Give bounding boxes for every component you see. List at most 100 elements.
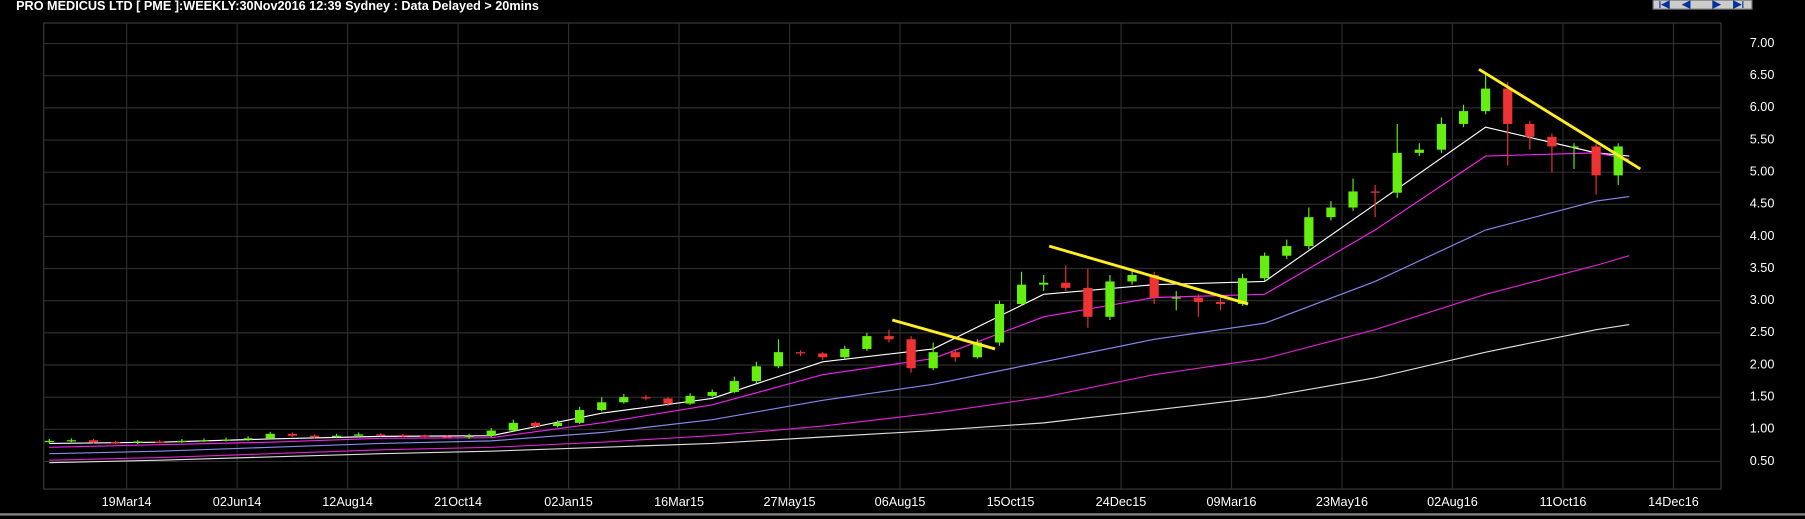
nav-arrows[interactable] (1659, 0, 1744, 9)
candle-body (1392, 152, 1402, 193)
x-tick-label: 23May16 (1316, 495, 1368, 509)
candle-body (1370, 191, 1380, 193)
candle-body (265, 433, 275, 439)
candle-body (177, 440, 187, 443)
candle-body (221, 439, 231, 441)
x-tick-label: 24Dec15 (1096, 495, 1147, 509)
y-tick-label: 5.00 (1750, 165, 1775, 179)
candle-body (354, 434, 364, 436)
candle-body (464, 435, 474, 438)
candle-body (950, 352, 960, 358)
candle-body (597, 402, 607, 411)
nav-buttons[interactable] (1652, 0, 1753, 10)
candle-body (155, 441, 165, 443)
trendline (1048, 244, 1249, 306)
candle-body (44, 440, 54, 443)
moving-average (49, 152, 1630, 448)
candle-body (1193, 297, 1203, 303)
trendline (891, 318, 996, 351)
candle-body (1503, 88, 1513, 124)
candle-body (685, 395, 695, 404)
candle-body (1613, 146, 1623, 176)
y-tick-label: 4.50 (1750, 197, 1775, 211)
x-tick-label: 27May15 (764, 495, 816, 509)
x-tick-label: 12Aug14 (322, 495, 373, 509)
x-tick-label: 15Oct15 (987, 495, 1035, 509)
x-tick-label: 19Mar14 (102, 495, 152, 509)
y-tick-label: 3.00 (1750, 293, 1775, 307)
moving-average (49, 196, 1630, 455)
candle-body (88, 440, 99, 443)
candle-body (1237, 278, 1248, 304)
y-tick-label: 4.00 (1750, 229, 1775, 243)
candle-body (1016, 284, 1027, 304)
candle-body (331, 435, 342, 438)
candle-body (884, 336, 894, 340)
candle-body (795, 352, 806, 354)
candle-body (641, 397, 651, 399)
candle-body (1215, 302, 1226, 304)
candle-body (66, 440, 76, 442)
candle-body (1436, 123, 1447, 150)
y-tick-label: 0.50 (1750, 454, 1775, 468)
y-tick-label: 1.00 (1750, 422, 1775, 436)
candle-body (1348, 191, 1358, 208)
candle-body (508, 422, 518, 431)
moving-average (49, 323, 1630, 464)
nav-bar[interactable] (1652, 0, 1753, 10)
trendline (1478, 68, 1642, 171)
candle-body (243, 438, 253, 440)
y-tick-label: 6.50 (1750, 68, 1775, 82)
candle-body (994, 303, 1005, 343)
candle-body (1481, 88, 1491, 112)
y-tick-label: 7.00 (1750, 36, 1775, 50)
moving-average (49, 255, 1630, 461)
candle-body (1061, 282, 1071, 288)
candle-body (1171, 297, 1181, 299)
x-tick-label: 21Oct14 (434, 495, 482, 509)
candle-body (420, 435, 430, 437)
candle-body (729, 381, 739, 393)
x-tick-label: 02Jun14 (213, 495, 262, 509)
candle-body (1304, 217, 1314, 247)
candle-body (442, 436, 452, 438)
candle-body (773, 352, 784, 367)
candle-body (1260, 255, 1270, 279)
candle-body (862, 336, 872, 349)
moving-average (49, 126, 1630, 445)
x-tick-label: 09Mar16 (1207, 495, 1257, 509)
candle-body (663, 398, 673, 404)
candle-body (1525, 123, 1535, 137)
candle-body (1458, 111, 1469, 124)
candle-body (840, 348, 850, 358)
candle-body (376, 434, 386, 436)
y-tick-label: 1.50 (1750, 389, 1775, 403)
candle-body (552, 422, 563, 427)
candle-body (818, 353, 828, 358)
plot-frame (43, 22, 1722, 490)
candle-body (110, 442, 121, 444)
candle-body (707, 392, 717, 396)
candle-body (972, 342, 982, 358)
candle-body (1039, 282, 1049, 285)
candle-body (1326, 207, 1336, 218)
y-tick-label: 2.00 (1750, 357, 1775, 371)
candle-body (928, 352, 938, 369)
candle-body (1414, 149, 1424, 153)
candle-body (906, 339, 916, 369)
candle-body (530, 422, 541, 427)
candle-body (1282, 246, 1292, 256)
candle-body (1547, 136, 1557, 147)
candle-body (1569, 146, 1579, 148)
chart-title: PRO MEDICUS LTD [ PME ]:WEEKLY:30Nov2016… (16, 0, 539, 13)
candle-body (575, 410, 585, 423)
candle-body (1083, 287, 1093, 317)
candle-body (1127, 275, 1137, 282)
candle-body (619, 397, 629, 403)
candle-body (1149, 275, 1159, 298)
candle-body (1591, 146, 1601, 176)
candle-body (398, 435, 408, 437)
